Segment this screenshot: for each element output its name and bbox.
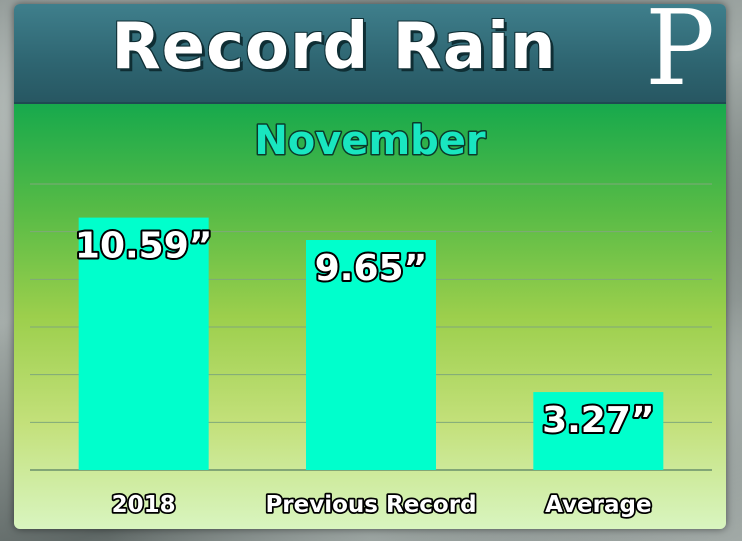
value-labels: 10.59” 9.65” 3.27” <box>73 224 657 443</box>
category-label: Average <box>545 492 652 518</box>
category-label: 2018 <box>112 492 176 518</box>
chart-title: Record Rain <box>111 10 557 84</box>
category-labels: 2018 Previous Record Average <box>110 490 653 520</box>
value-label: 3.27” <box>542 400 654 441</box>
chart-subtitle: November <box>254 118 486 164</box>
value-label: 10.59” <box>75 226 213 267</box>
value-label: 9.65” <box>315 248 427 289</box>
bar-previous-record <box>306 240 436 470</box>
plot-area: November 10.59” 9.65” 3.27” 2018 Previous R… <box>14 104 726 529</box>
chart-frame: Record Rain P November 10.59” 9.65” 3.27” … <box>14 4 726 529</box>
bar-2018 <box>78 217 209 470</box>
bars <box>78 217 664 470</box>
header-banner: Record Rain P <box>14 4 726 104</box>
bar-chart: November 10.59” 9.65” 3.27” 2018 Previous R… <box>30 117 712 520</box>
bar-average <box>533 392 664 470</box>
logo-icon: P <box>645 4 715 109</box>
category-label: Previous Record <box>265 492 476 518</box>
